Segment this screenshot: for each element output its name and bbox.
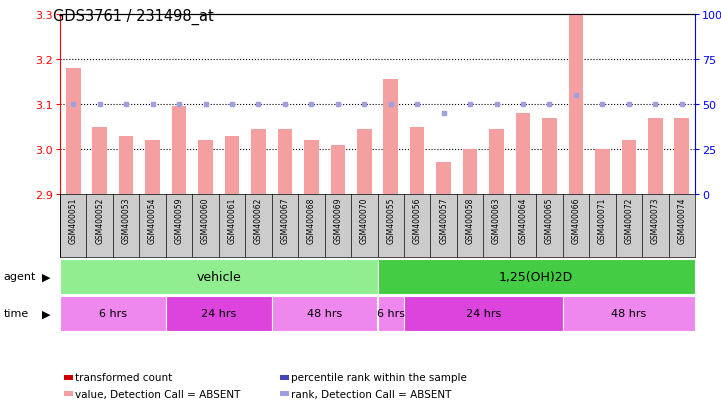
Bar bbox=[490, 129, 504, 195]
Text: GSM400055: GSM400055 bbox=[386, 197, 395, 243]
Bar bbox=[410, 127, 425, 195]
Text: time: time bbox=[4, 309, 29, 319]
Bar bbox=[569, 15, 583, 195]
Bar bbox=[60, 259, 378, 294]
Bar bbox=[516, 114, 531, 195]
Text: GSM400059: GSM400059 bbox=[174, 197, 184, 243]
Text: GSM400072: GSM400072 bbox=[624, 197, 633, 243]
Text: GSM400073: GSM400073 bbox=[651, 197, 660, 243]
Text: vehicle: vehicle bbox=[196, 271, 241, 283]
Bar bbox=[562, 296, 695, 331]
Bar bbox=[251, 129, 266, 195]
Text: GSM400062: GSM400062 bbox=[254, 197, 263, 243]
Bar bbox=[357, 129, 371, 195]
Bar bbox=[172, 107, 186, 195]
Text: percentile rank within the sample: percentile rank within the sample bbox=[291, 373, 467, 382]
Text: transformed count: transformed count bbox=[75, 373, 172, 382]
Text: GSM400070: GSM400070 bbox=[360, 197, 368, 243]
Text: 6 hrs: 6 hrs bbox=[99, 309, 127, 319]
Text: GDS3761 / 231498_at: GDS3761 / 231498_at bbox=[53, 9, 213, 25]
Text: ▶: ▶ bbox=[42, 272, 50, 282]
Bar bbox=[378, 296, 404, 331]
Text: 48 hrs: 48 hrs bbox=[611, 309, 647, 319]
Bar bbox=[119, 136, 133, 195]
Text: GSM400067: GSM400067 bbox=[280, 197, 289, 243]
Text: GSM400058: GSM400058 bbox=[466, 197, 474, 243]
Text: 6 hrs: 6 hrs bbox=[377, 309, 404, 319]
Bar bbox=[463, 150, 477, 195]
Bar bbox=[66, 69, 81, 195]
Text: GSM400054: GSM400054 bbox=[148, 197, 157, 243]
Bar bbox=[304, 141, 319, 195]
Bar bbox=[166, 296, 272, 331]
Text: value, Detection Call = ABSENT: value, Detection Call = ABSENT bbox=[75, 389, 241, 399]
Bar bbox=[225, 136, 239, 195]
Bar bbox=[436, 163, 451, 195]
Text: 24 hrs: 24 hrs bbox=[466, 309, 501, 319]
Text: GSM400061: GSM400061 bbox=[228, 197, 236, 243]
Text: GSM400068: GSM400068 bbox=[307, 197, 316, 243]
Text: GSM400057: GSM400057 bbox=[439, 197, 448, 243]
Bar bbox=[146, 141, 160, 195]
Bar bbox=[92, 127, 107, 195]
Text: GSM400074: GSM400074 bbox=[677, 197, 686, 243]
Bar bbox=[272, 296, 378, 331]
Bar bbox=[622, 141, 636, 195]
Text: GSM400065: GSM400065 bbox=[545, 197, 554, 243]
Bar bbox=[198, 141, 213, 195]
Text: GSM400053: GSM400053 bbox=[122, 197, 131, 243]
Bar bbox=[378, 259, 695, 294]
Bar bbox=[674, 118, 689, 195]
Bar bbox=[648, 118, 663, 195]
Text: GSM400069: GSM400069 bbox=[333, 197, 342, 243]
Bar bbox=[278, 129, 292, 195]
Text: GSM400066: GSM400066 bbox=[572, 197, 580, 243]
Text: GSM400063: GSM400063 bbox=[492, 197, 501, 243]
Text: GSM400052: GSM400052 bbox=[95, 197, 105, 243]
Bar bbox=[384, 80, 398, 195]
Bar bbox=[330, 145, 345, 195]
Bar bbox=[542, 118, 557, 195]
Text: agent: agent bbox=[4, 272, 36, 282]
Bar bbox=[404, 296, 562, 331]
Bar bbox=[595, 150, 610, 195]
Text: 48 hrs: 48 hrs bbox=[307, 309, 342, 319]
Text: GSM400056: GSM400056 bbox=[412, 197, 422, 243]
Text: ▶: ▶ bbox=[42, 309, 50, 319]
Text: GSM400064: GSM400064 bbox=[518, 197, 528, 243]
Text: GSM400071: GSM400071 bbox=[598, 197, 607, 243]
Text: rank, Detection Call = ABSENT: rank, Detection Call = ABSENT bbox=[291, 389, 452, 399]
Bar bbox=[60, 296, 166, 331]
Text: GSM400051: GSM400051 bbox=[68, 197, 78, 243]
Text: 1,25(OH)2D: 1,25(OH)2D bbox=[499, 271, 573, 283]
Text: 24 hrs: 24 hrs bbox=[201, 309, 236, 319]
Text: GSM400060: GSM400060 bbox=[201, 197, 210, 243]
